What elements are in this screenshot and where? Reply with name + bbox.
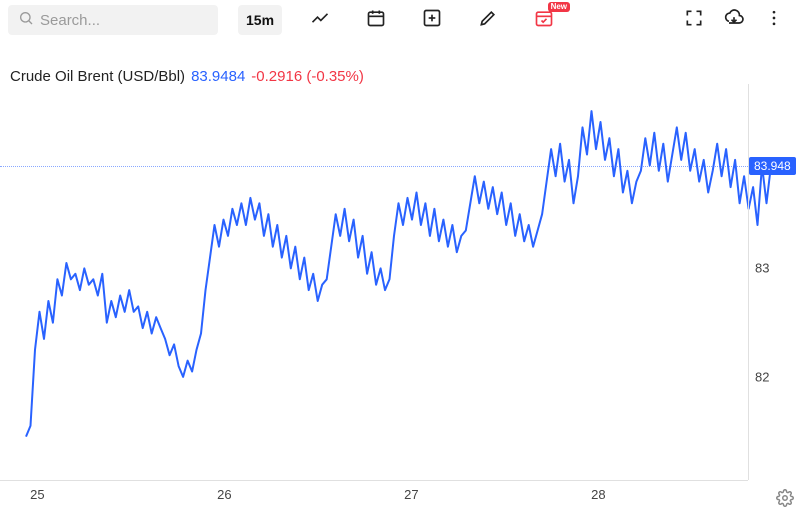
chart-plot[interactable] (0, 84, 800, 480)
chart-settings-button[interactable] (776, 489, 794, 512)
x-tick: 28 (591, 487, 605, 502)
search-input[interactable] (40, 12, 208, 29)
gear-icon (776, 494, 794, 511)
fullscreen-button[interactable] (676, 5, 712, 35)
calendar-new-button[interactable]: New (526, 5, 562, 35)
calendar-icon (366, 8, 386, 33)
search-icon (18, 10, 34, 31)
more-button[interactable] (756, 5, 792, 35)
y-axis[interactable]: 82 83 83.948 (748, 84, 800, 480)
search-box[interactable] (8, 5, 218, 35)
symbol-name: Crude Oil Brent (USD/Bbl) (10, 68, 185, 85)
more-vertical-icon (764, 8, 784, 33)
fullscreen-icon (684, 8, 704, 33)
chart-svg (0, 84, 800, 480)
line-chart-icon (310, 8, 330, 33)
y-tick: 82 (755, 369, 769, 384)
x-tick: 25 (30, 487, 44, 502)
draw-button[interactable] (470, 5, 506, 35)
add-indicator-button[interactable] (414, 5, 450, 35)
x-tick: 26 (217, 487, 231, 502)
download-button[interactable] (716, 5, 752, 35)
pencil-icon (478, 8, 498, 33)
current-price-line (0, 166, 748, 167)
symbol-change: -0.2916 (-0.35%) (251, 68, 364, 85)
timeframe-button[interactable]: 15m (238, 5, 282, 35)
plus-square-icon (422, 8, 442, 33)
price-flag: 83.948 (749, 157, 796, 175)
symbol-price: 83.9484 (191, 68, 245, 85)
toolbar: 15m New (0, 0, 800, 40)
symbol-info: Crude Oil Brent (USD/Bbl) 83.9484 -0.291… (0, 40, 800, 89)
cloud-download-icon (724, 8, 744, 33)
chart-style-button[interactable] (302, 5, 338, 35)
date-range-button[interactable] (358, 5, 394, 35)
x-tick: 27 (404, 487, 418, 502)
y-tick: 83 (755, 261, 769, 276)
new-badge: New (548, 2, 570, 12)
x-axis[interactable]: 25 26 27 28 (0, 480, 748, 518)
